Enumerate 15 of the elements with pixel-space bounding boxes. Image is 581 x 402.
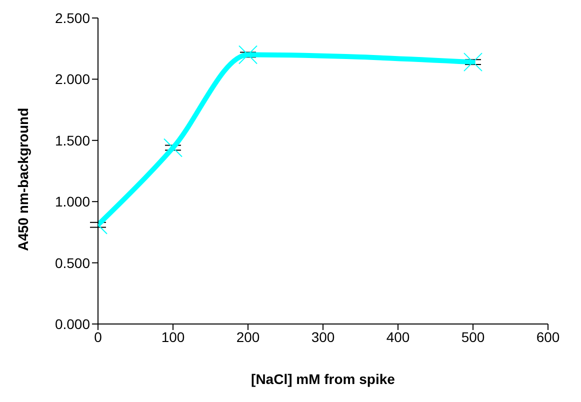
y-tick-label: 2.500: [54, 10, 90, 26]
y-tick-label: 0.000: [54, 316, 90, 332]
x-tick-label: 0: [94, 328, 102, 345]
x-tick-label: 600: [536, 328, 560, 345]
x-tick-label: 300: [311, 328, 335, 345]
x-tick-label: 200: [236, 328, 260, 345]
y-tick-label: 2.000: [54, 71, 90, 88]
y-tick-label: 0.500: [54, 254, 90, 271]
x-tick-label: 400: [386, 328, 410, 345]
y-axis-title: A450 nm-background: [14, 108, 31, 251]
x-axis-title: [NaCl] mM from spike: [251, 371, 396, 387]
y-tick-label: 1.000: [54, 194, 90, 210]
x-tick-label: 100: [161, 328, 185, 345]
x-tick-label: 500: [461, 328, 485, 345]
y-tick-label: 1.500: [54, 132, 90, 148]
